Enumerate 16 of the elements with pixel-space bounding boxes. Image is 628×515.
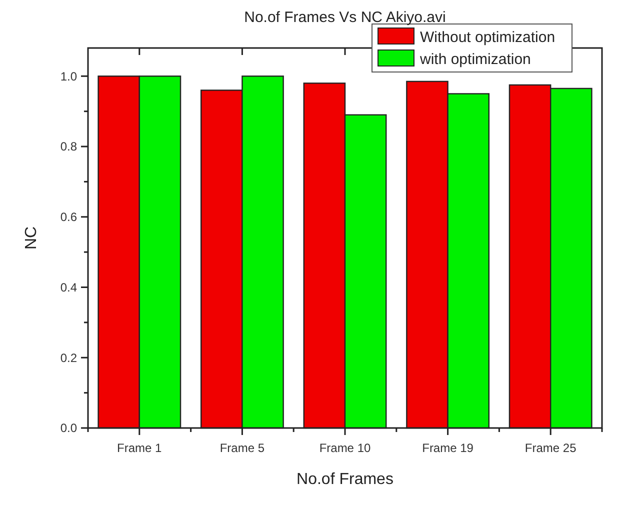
legend-label: with optimization [419,51,531,68]
y-axis-title: NC [23,226,40,250]
y-tick-label: 0.8 [60,140,78,154]
legend-label: Without optimization [420,29,556,46]
y-tick-label: 0.6 [60,210,78,224]
y-tick-label: 0.4 [60,280,78,294]
x-tick-label: Frame 10 [319,441,371,455]
x-tick-label: Frame 25 [524,441,577,455]
y-tick-label: 0.0 [60,421,78,436]
x-tick-label: Frame 19 [422,441,474,455]
y-tick-label: 0.2 [60,350,78,365]
x-tick-label: Frame 1 [117,441,162,455]
x-tick-label: Frame 5 [220,441,265,455]
chart-title: No.of Frames Vs NC Akiyo.avi [244,9,446,26]
x-axis-title: No.of Frames [296,471,394,488]
y-tick-label: 1.0 [60,69,78,84]
